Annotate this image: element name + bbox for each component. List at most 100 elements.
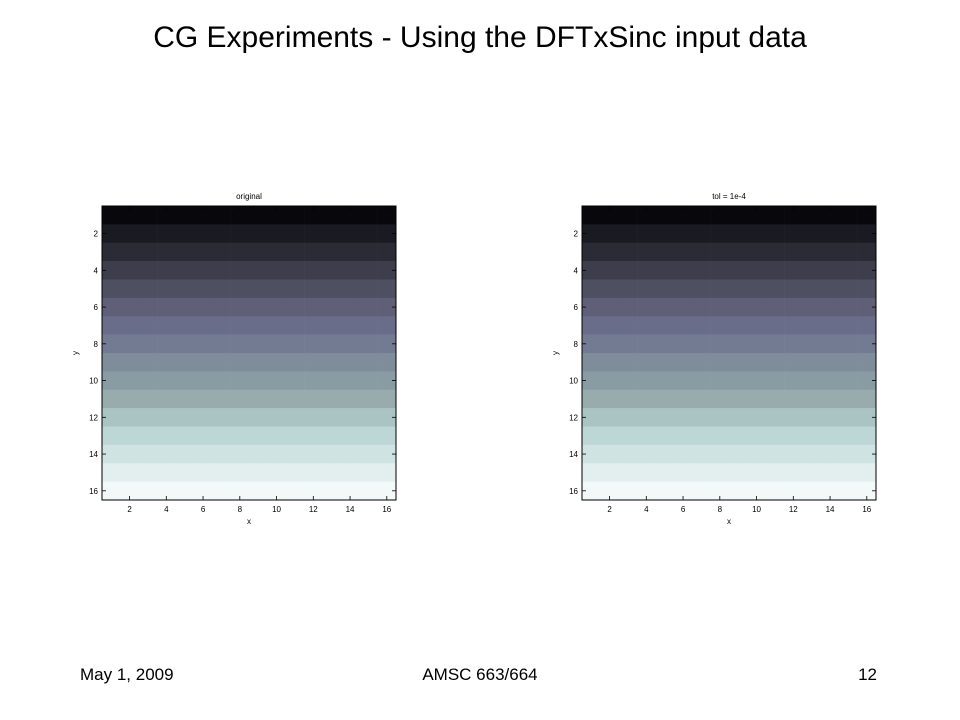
heatmap-cell [304,408,323,427]
heatmap-cell [322,316,342,335]
heatmap-cell [784,297,803,317]
heatmap-cell [157,444,176,464]
heatmap-cell [600,353,620,372]
heatmap-cell [249,242,268,262]
heatmap-cell [304,371,323,391]
heatmap-cell [102,224,121,244]
heatmap-cell [322,242,342,262]
heatmap-cell [655,444,675,464]
heatmap-cell [193,481,213,501]
heatmap-cell [618,242,638,262]
heatmap-cell [857,463,877,482]
heatmap-cell [839,481,858,501]
heatmap-cell [120,389,140,409]
heatmap-cell [212,261,231,280]
heatmap-cell [157,371,176,391]
heatmap-cell [710,389,730,409]
heatmap-cell [637,279,656,299]
heatmap-cell [102,389,121,409]
heatmap-cell [175,389,195,409]
heatmap-cell [359,334,378,354]
heatmap-cell [673,389,693,409]
heatmap-cell [673,297,693,317]
heatmap-cell [377,481,397,501]
heatmap-cell [637,371,656,391]
heatmap-cell [138,297,158,317]
heatmap-cell [340,261,360,280]
heatmap-cell [230,297,250,317]
heatmap-cell [322,371,342,391]
heatmap-cell [820,371,840,391]
heatmap-cell [600,463,620,482]
y-tick-label: 6 [574,303,579,312]
heatmap-cell [820,444,840,464]
heatmap-cell [157,426,176,446]
heatmap-cell [212,426,231,446]
heatmap-cell [359,463,378,482]
heatmap-cell [193,316,213,335]
heatmap-cell [285,408,305,427]
heatmap-cell [729,426,748,446]
heatmap-cell [285,353,305,372]
heatmap-cell [747,279,767,299]
heatmap-cell [157,279,176,299]
y-tick-label: 2 [574,230,579,239]
heatmap-cell [765,463,785,482]
heatmap-cell [230,463,250,482]
heatmap-cell [157,353,176,372]
heatmap-cell [120,463,140,482]
heatmap-cell [582,206,601,225]
heatmap-cell [729,261,748,280]
heatmap-cell [802,481,822,501]
heatmap-cell [120,444,140,464]
heatmap-cell [747,481,767,501]
heatmap-cell [359,408,378,427]
heatmap-cell [249,261,268,280]
heatmap-cell [359,481,378,501]
heatmap-cell [102,463,121,482]
footer-page-number: 12 [858,665,877,684]
heatmap-cell [820,334,840,354]
heatmap-cell [710,444,730,464]
heatmap-cell [304,242,323,262]
heatmap-cell [820,206,840,225]
heatmap-cell [857,242,877,262]
heatmap-cell [582,316,601,335]
heatmap-cell [582,481,601,501]
heatmap-cell [692,408,711,427]
heatmap-cell [138,261,158,280]
heatmap-cell [618,371,638,391]
heatmap-cell [857,206,877,225]
heatmap-cell [710,297,730,317]
y-tick-label: 8 [94,340,99,349]
heatmap-cell [582,371,601,391]
x-tick-label: 12 [309,505,318,514]
heatmap-cell [212,297,231,317]
x-tick-label: 2 [127,505,132,514]
heatmap-cell [765,426,785,446]
heatmap-cell [359,426,378,446]
heatmap-cell [304,444,323,464]
heatmap-cell [655,334,675,354]
heatmap-cell [212,334,231,354]
heatmap-cell [839,297,858,317]
heatmap-cell [359,242,378,262]
heatmap-cell [802,261,822,280]
heatmap-cell [359,316,378,335]
heatmap-cell [322,444,342,464]
heatmap-cell [729,389,748,409]
heatmap-cell [692,426,711,446]
heatmap-cell [157,389,176,409]
heatmap-cell [729,481,748,501]
heatmap-cell [710,481,730,501]
heatmap-cell [377,334,397,354]
heatmap-cell [340,316,360,335]
heatmap-cell [765,297,785,317]
heatmap-cell [377,279,397,299]
y-axis-label: y [71,351,80,355]
heatmap-cell [157,261,176,280]
heatmap-cell [120,408,140,427]
heatmap-cell [322,261,342,280]
heatmap-cell [765,242,785,262]
heatmap-cell [673,481,693,501]
